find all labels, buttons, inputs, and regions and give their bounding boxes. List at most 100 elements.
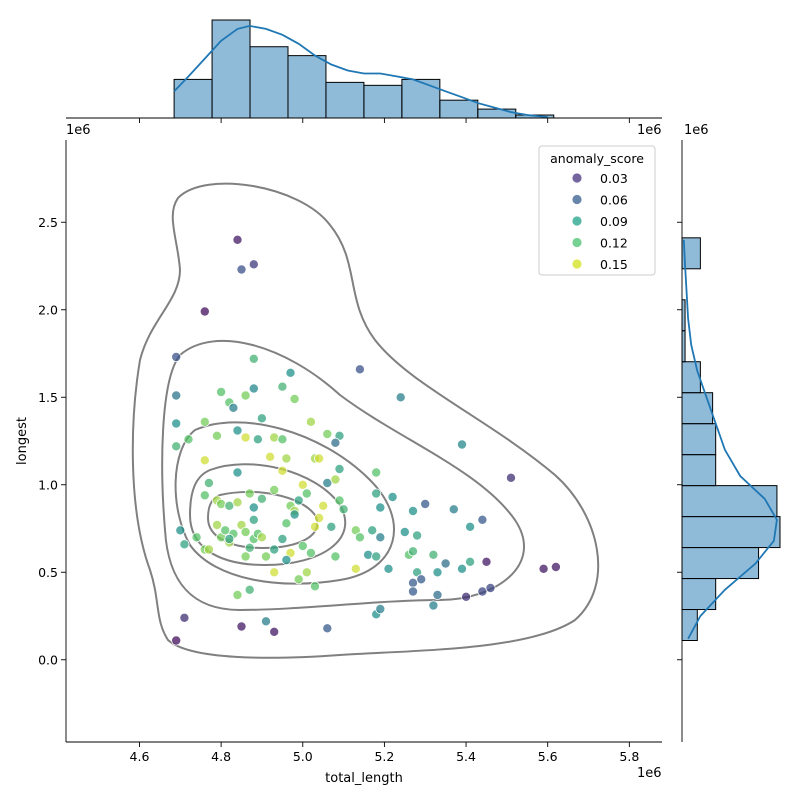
scatter-point: [375, 532, 386, 543]
scatter-point: [354, 532, 365, 543]
scatter-point: [232, 425, 243, 436]
legend-label: 0.15: [600, 257, 628, 272]
scatter-point: [244, 584, 255, 595]
scatter-point: [199, 490, 210, 501]
top-marginal-histogram: [173, 19, 555, 119]
scatter-point: [461, 591, 472, 602]
scatter-point: [216, 386, 227, 397]
legend-title: anomaly_score: [550, 151, 644, 166]
scatter-point: [305, 548, 316, 559]
scatter-point: [244, 488, 255, 499]
scatter-point: [240, 432, 251, 443]
top-hist-bar: [211, 19, 251, 119]
kde-contours: [131, 182, 600, 659]
x-tick-label: 5.8: [619, 749, 639, 764]
scatter-point: [191, 532, 202, 543]
scatter-point: [277, 465, 288, 476]
scatter-point: [248, 259, 259, 270]
scatter-point: [301, 488, 312, 499]
scatter-point: [297, 541, 308, 552]
scatter-point: [485, 583, 496, 594]
right-hist-ticks: [677, 221, 682, 661]
main-x-ticks: 4.6 4.8 5.0 5.2 5.4 5.6 5.8: [130, 742, 639, 764]
legend-label: 0.06: [600, 193, 628, 208]
scatter-point: [211, 430, 222, 441]
scatter-point: [285, 367, 296, 378]
scatter-point: [248, 502, 259, 513]
scatter-point: [281, 453, 292, 464]
scatter-point: [256, 532, 267, 543]
scatter-point: [171, 351, 182, 362]
scatter-point: [293, 495, 304, 506]
scatter-point: [240, 527, 251, 538]
scatter-point: [179, 539, 190, 550]
scatter-point: [199, 455, 210, 466]
scatter-point: [318, 500, 329, 511]
top-hist-bar: [287, 55, 327, 119]
kde-contour-2: [161, 340, 525, 612]
scatter-point: [199, 416, 210, 427]
scatter-point: [407, 546, 418, 557]
scatter-point: [387, 491, 398, 502]
scatter-point: [236, 621, 247, 632]
right-marginal-histogram: [681, 237, 781, 642]
right-hist-bar: [681, 361, 701, 394]
legend-entries: 0.03 0.06 0.09 0.12 0.15: [572, 171, 628, 272]
scatter-point: [407, 505, 418, 516]
right-hist-bar: [681, 516, 781, 549]
scatter-point: [314, 513, 325, 524]
legend-label: 0.09: [600, 214, 628, 229]
right-hist-bar: [681, 299, 686, 332]
kde-contour-outer: [131, 182, 600, 659]
right-hist-kde-line: [682, 239, 778, 640]
scatter-point: [269, 484, 280, 495]
scatter-point: [420, 498, 431, 509]
scatter-point: [407, 586, 418, 597]
scatter-point: [277, 434, 288, 445]
scatter-point: [334, 495, 345, 506]
scatter-point: [538, 563, 549, 574]
legend-marker: [572, 194, 582, 205]
scatter-point: [395, 392, 406, 403]
right-hist-y-offset-label: 1e6: [684, 123, 709, 138]
top-hist-x-offset-label-right: 1e6: [637, 123, 662, 138]
scatter-point: [171, 418, 182, 429]
top-hist-bar: [249, 46, 289, 119]
scatter-point: [481, 556, 492, 567]
y-tick-label: 2.5: [38, 215, 58, 230]
scatter-point: [289, 393, 300, 404]
kde-contour-4: [188, 463, 347, 567]
right-hist-bar: [681, 423, 717, 456]
x-tick-label: 5.0: [293, 749, 313, 764]
x-offset-label: 1e6: [637, 766, 662, 781]
x-tick-label: 5.4: [456, 749, 476, 764]
top-hist-bar: [439, 99, 479, 119]
scatter-point: [281, 518, 292, 529]
scatter-point: [269, 567, 280, 578]
scatter-point: [199, 306, 210, 317]
scatter-point: [371, 467, 382, 478]
scatter-point: [269, 626, 280, 637]
scatter-point: [220, 525, 231, 536]
scatter-point: [171, 390, 182, 401]
x-tick-label: 5.6: [538, 749, 558, 764]
scatter-point: [203, 477, 214, 488]
scatter-point: [248, 514, 259, 525]
legend-label: 0.03: [600, 171, 628, 186]
scatter-point: [367, 525, 378, 536]
scatter-point: [232, 234, 243, 245]
scatter-point: [277, 381, 288, 392]
scatter-point: [232, 497, 243, 508]
legend-label: 0.12: [600, 236, 628, 251]
scatter-point: [301, 567, 312, 578]
scatter-point: [179, 612, 190, 623]
scatter-point: [309, 581, 320, 592]
scatter-point: [363, 549, 374, 560]
y-tick-label: 0.0: [38, 652, 58, 667]
scatter-point: [550, 562, 561, 573]
scatter-point: [322, 623, 333, 634]
scatter-point: [248, 383, 259, 394]
scatter-point: [330, 437, 341, 448]
scatter-point: [354, 364, 365, 375]
y-tick-label: 0.5: [38, 565, 58, 580]
